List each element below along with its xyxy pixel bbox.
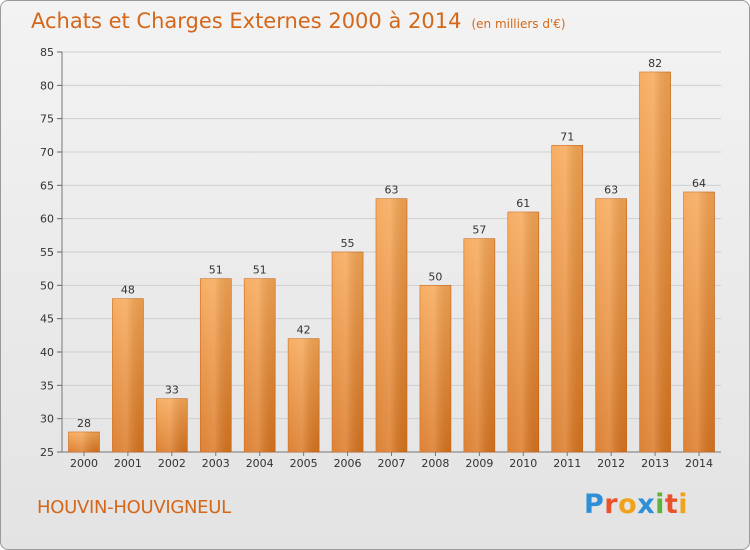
bar-shine-2009	[463, 238, 495, 452]
bar-shine-2010	[507, 212, 539, 452]
value-label-2012: 63	[604, 184, 618, 197]
brand-logo: Proxiti	[584, 489, 689, 520]
bar-shine-2005	[288, 338, 320, 452]
value-label-2001: 48	[121, 284, 135, 297]
x-tick-label-2009: 2009	[465, 457, 493, 470]
x-tick-label-2001: 2001	[114, 457, 142, 470]
value-label-2000: 28	[77, 417, 91, 430]
y-tick-label: 70	[40, 146, 54, 159]
bar-shine-2002	[156, 398, 188, 452]
x-tick-label-2005: 2005	[290, 457, 318, 470]
y-tick-label: 65	[40, 179, 54, 192]
value-label-2011: 71	[560, 130, 574, 143]
commune-name: HOUVIN-HOUVIGNEUL	[37, 497, 231, 518]
bar-shine-2012	[595, 198, 627, 452]
y-tick-label: 80	[40, 79, 54, 92]
value-label-2014: 64	[692, 177, 706, 190]
value-label-2013: 82	[648, 57, 662, 70]
x-tick-label-2002: 2002	[158, 457, 186, 470]
bar-shine-2011	[551, 145, 583, 453]
tick-labels: 25 30 35 40 45 50 55 60 65 70 75 80 85 2000 2001 2002 20…	[40, 46, 713, 470]
value-label-2010: 61	[516, 197, 530, 210]
x-tick-label-2013: 2013	[641, 457, 669, 470]
bar-shine-2008	[419, 285, 451, 452]
x-tick-label-2008: 2008	[421, 457, 449, 470]
y-tick-label: 35	[40, 379, 54, 392]
chart-title: Achats et Charges Externes 2000 à 2014 (e…	[31, 9, 566, 33]
bar-shine-2001	[112, 298, 144, 452]
y-tick-label: 85	[40, 46, 54, 59]
value-label-2006: 55	[341, 237, 355, 250]
chart-title-text: Achats et Charges Externes 2000 à 2014	[31, 9, 462, 33]
bar-shine-2013	[639, 72, 671, 452]
value-label-2002: 33	[165, 384, 179, 397]
value-labels: 28 48 33 51 51 42 55 63 50 57 61 71 63 82 64	[77, 57, 706, 430]
y-tick-label: 25	[40, 446, 54, 459]
value-label-2007: 63	[385, 184, 399, 197]
y-tick-label: 75	[40, 113, 54, 126]
value-label-2003: 51	[209, 264, 223, 277]
y-tick-label: 50	[40, 279, 54, 292]
chart-unit: (en milliers d'€)	[471, 17, 566, 31]
x-tick-label-2012: 2012	[597, 457, 625, 470]
x-tick-label-2011: 2011	[553, 457, 581, 470]
bar-shine-2014	[683, 192, 715, 452]
value-label-2009: 57	[472, 224, 486, 237]
x-tick-label-2004: 2004	[246, 457, 274, 470]
y-tick-label: 30	[40, 413, 54, 426]
y-tick-label: 40	[40, 346, 54, 359]
value-label-2004: 51	[253, 264, 267, 277]
bars	[68, 71, 715, 453]
x-tick-label-2003: 2003	[202, 457, 230, 470]
x-tick-label-2010: 2010	[509, 457, 537, 470]
y-tick-label: 55	[40, 246, 54, 259]
value-label-2008: 50	[428, 270, 442, 283]
bar-shine-2006	[332, 252, 364, 452]
bar-shine-2004	[244, 278, 276, 452]
bar-shine-2003	[200, 278, 232, 452]
bar-shine-2000	[68, 432, 100, 452]
value-label-2005: 42	[297, 324, 311, 337]
x-tick-label-2014: 2014	[685, 457, 713, 470]
x-tick-label-2000: 2000	[70, 457, 98, 470]
bar-shine-2007	[376, 198, 407, 452]
x-tick-label-2006: 2006	[334, 457, 362, 470]
y-tick-label: 60	[40, 213, 54, 226]
x-tick-label-2007: 2007	[378, 457, 406, 470]
y-tick-label: 45	[40, 313, 54, 326]
